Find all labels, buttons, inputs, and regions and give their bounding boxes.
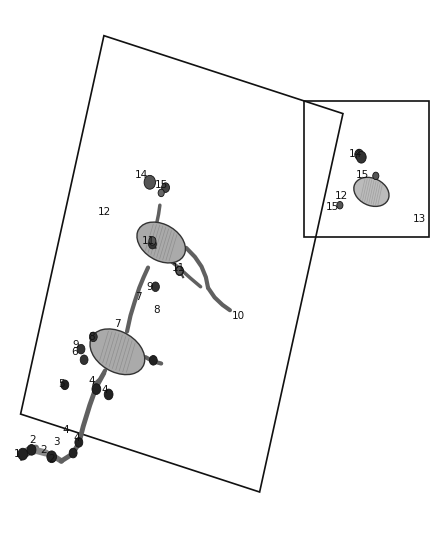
Circle shape — [373, 172, 379, 180]
Circle shape — [89, 332, 97, 342]
Circle shape — [80, 355, 88, 365]
Text: 2: 2 — [40, 446, 47, 455]
Text: 2: 2 — [48, 455, 55, 464]
Circle shape — [61, 380, 69, 390]
Text: 1: 1 — [13, 449, 20, 459]
Circle shape — [92, 384, 101, 394]
Text: 4: 4 — [73, 433, 80, 443]
Text: 7: 7 — [114, 319, 121, 328]
Text: 12: 12 — [335, 191, 348, 201]
Ellipse shape — [137, 222, 185, 263]
Circle shape — [104, 389, 113, 400]
Text: 10: 10 — [232, 311, 245, 320]
Text: 3: 3 — [53, 438, 60, 447]
Circle shape — [158, 189, 164, 197]
Circle shape — [47, 451, 57, 463]
Text: 14: 14 — [349, 149, 362, 158]
Circle shape — [69, 448, 77, 458]
Bar — [304, 101, 429, 237]
Circle shape — [148, 239, 156, 249]
Circle shape — [152, 282, 159, 292]
Text: 12: 12 — [98, 207, 111, 217]
Text: 4: 4 — [102, 385, 109, 395]
Text: 11: 11 — [142, 236, 155, 246]
Circle shape — [144, 175, 155, 189]
Circle shape — [149, 356, 157, 365]
Circle shape — [357, 151, 366, 163]
Circle shape — [75, 438, 83, 447]
Circle shape — [18, 448, 28, 460]
Circle shape — [176, 266, 184, 276]
Circle shape — [27, 445, 36, 455]
Text: 8: 8 — [153, 305, 160, 315]
Text: 15: 15 — [325, 202, 339, 212]
Ellipse shape — [90, 329, 145, 375]
Text: 9: 9 — [72, 341, 79, 350]
Circle shape — [162, 183, 170, 192]
Text: 14: 14 — [134, 170, 148, 180]
Text: 11: 11 — [172, 263, 185, 272]
Text: 2: 2 — [29, 435, 36, 445]
Circle shape — [149, 237, 156, 245]
Circle shape — [176, 266, 183, 275]
Ellipse shape — [354, 177, 389, 206]
Text: 4: 4 — [88, 376, 95, 386]
Circle shape — [337, 201, 343, 209]
Text: 15: 15 — [155, 181, 168, 190]
Text: 9: 9 — [146, 282, 153, 292]
Text: 7: 7 — [134, 293, 141, 302]
Circle shape — [77, 344, 85, 354]
Text: 6: 6 — [71, 347, 78, 357]
Text: 4: 4 — [62, 425, 69, 435]
Circle shape — [355, 149, 364, 160]
Text: 15: 15 — [356, 170, 369, 180]
Text: 13: 13 — [413, 214, 426, 223]
Text: 5: 5 — [58, 379, 65, 389]
Text: 8: 8 — [88, 332, 95, 342]
